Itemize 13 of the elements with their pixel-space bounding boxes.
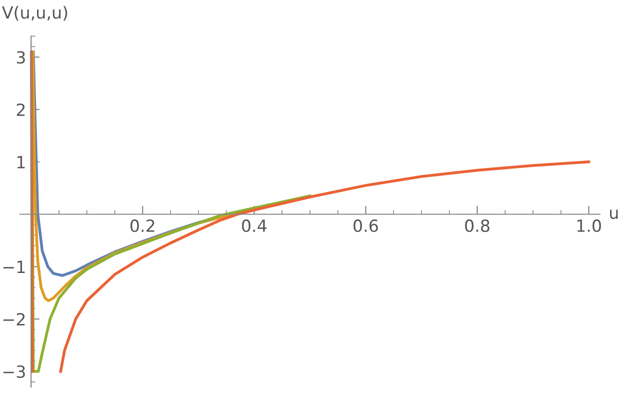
x-tick-label: 0.4	[242, 219, 266, 232]
y-axis-title: V(u,u,u)	[2, 6, 68, 21]
y-tick-label: −1	[3, 260, 25, 273]
y-tick-label: 3	[16, 51, 25, 64]
x-axis-title: u	[610, 210, 618, 220]
y-tick-label: −3	[3, 365, 25, 378]
y-tick-label: 2	[16, 103, 25, 116]
x-tick-label: 0.2	[130, 219, 154, 232]
x-tick-label: 0.8	[465, 219, 490, 232]
x-tick-label: 0.6	[354, 219, 378, 232]
x-tick-label: 1.0	[577, 219, 601, 232]
y-tick-label: −2	[3, 312, 25, 326]
y-tick-label: 1	[17, 156, 25, 168]
